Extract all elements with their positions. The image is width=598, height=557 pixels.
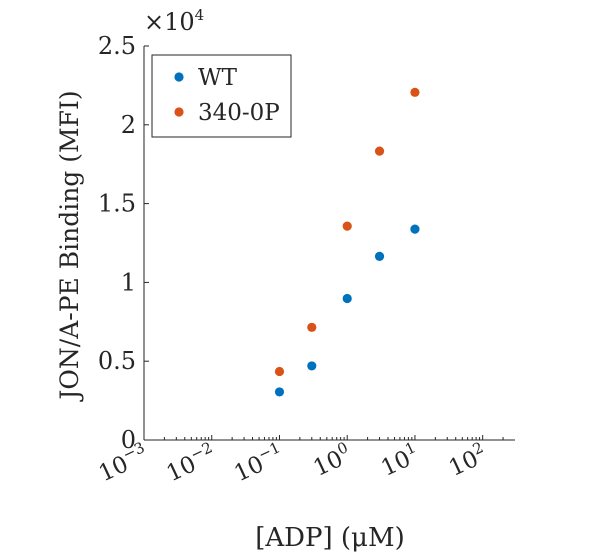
data-point-340-0p <box>342 221 352 231</box>
x-tick-label: 10−1 <box>229 438 288 487</box>
y-tick-label: 0.5 <box>98 347 136 375</box>
legend-label: WT <box>198 65 238 91</box>
legend-marker <box>174 107 184 117</box>
x-tick-label: 10−2 <box>161 438 220 487</box>
legend-marker <box>174 72 184 82</box>
data-point-wt <box>374 251 385 261</box>
axes <box>143 46 515 441</box>
legend: WT 340-0P <box>151 54 292 138</box>
data-point-wt <box>410 224 420 234</box>
y-tick-label: 0 <box>121 426 136 454</box>
data-point-wt <box>342 293 352 304</box>
y-tick-label: 2.5 <box>98 32 136 60</box>
data-point-340-0p <box>307 322 317 332</box>
data-point-340-0p <box>374 146 385 156</box>
x-tick-label: 102 <box>443 438 491 482</box>
y-tick-label: 1 <box>121 268 136 296</box>
data-point-wt <box>274 387 285 397</box>
x-tick-label: 101 <box>376 438 424 482</box>
x-tick-label: 100 <box>308 438 356 482</box>
y-axis-label: JON/A-PE Binding (MFI) <box>55 90 84 402</box>
x-axis-label: [ADP] (μM) <box>255 523 404 553</box>
data-point-340-0p <box>274 366 285 377</box>
legend-label: 340-0P <box>198 100 280 126</box>
y-tick-label: 2 <box>121 111 136 139</box>
data-points <box>274 87 420 397</box>
y-axis-multiplier: ×104 <box>144 6 204 36</box>
legend-box <box>151 54 292 138</box>
y-tick-label: 1.5 <box>98 190 136 218</box>
ticks <box>143 45 504 441</box>
data-point-340-0p <box>410 87 420 97</box>
data-point-wt <box>307 361 317 371</box>
